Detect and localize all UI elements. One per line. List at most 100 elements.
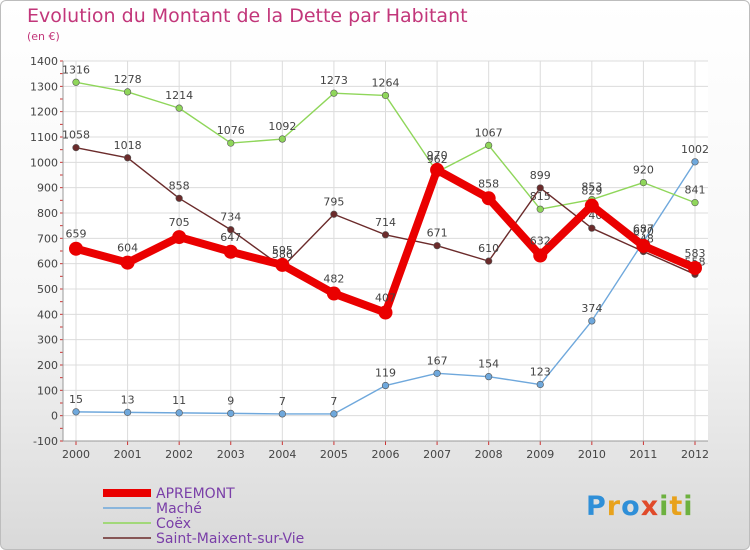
data-point (330, 89, 338, 97)
y-tick-label: 600 (37, 258, 58, 271)
data-point (688, 260, 702, 275)
data-label: 9 (227, 394, 234, 407)
data-label: 583 (685, 247, 706, 260)
data-label: 1018 (114, 139, 142, 152)
data-label: 482 (323, 273, 344, 286)
data-label: 604 (117, 242, 138, 255)
data-label: 1316 (62, 63, 90, 76)
data-label: 119 (375, 367, 396, 380)
data-label: 11 (172, 394, 186, 407)
data-point (278, 135, 286, 143)
data-label: 407 (375, 292, 396, 305)
y-tick-label: 400 (37, 308, 58, 321)
data-point (536, 205, 544, 213)
data-label: 586 (272, 248, 293, 261)
x-tick-label: 2003 (217, 448, 245, 461)
data-point (278, 410, 286, 418)
data-point (636, 238, 651, 253)
data-label: 1264 (372, 76, 400, 89)
legend-label: APREMONT (156, 486, 235, 502)
chart-title: Evolution du Montant de la Dette par Hab… (27, 5, 468, 27)
data-label: 962 (427, 153, 448, 166)
data-point (381, 231, 390, 239)
data-point (175, 104, 183, 112)
data-label: 795 (323, 195, 344, 208)
data-point (175, 409, 183, 417)
y-tick-label: 1000 (30, 156, 58, 169)
data-point (330, 410, 338, 418)
legend-label: Saint-Maixent-sur-Vie (156, 531, 304, 547)
x-tick-label: 2008 (475, 448, 503, 461)
data-point (588, 317, 596, 325)
y-tick-label: 0 (51, 410, 58, 423)
data-label: 15 (69, 393, 83, 406)
legend-label: Coëx (156, 516, 191, 532)
data-label: 1092 (268, 120, 296, 133)
data-label: 374 (581, 302, 602, 315)
chart-unit: (en €) (27, 30, 60, 43)
data-label: 705 (169, 216, 190, 229)
y-tick-label: 1100 (30, 131, 58, 144)
data-point (584, 198, 599, 213)
data-point (485, 257, 493, 265)
x-tick-label: 2004 (268, 448, 296, 461)
data-point (533, 248, 548, 263)
data-label: 671 (427, 227, 448, 240)
data-label: 1002 (681, 143, 709, 156)
x-tick-label: 2010 (578, 448, 606, 461)
proxiti-logo: Proxiti (586, 491, 694, 522)
data-label: 858 (478, 177, 499, 190)
data-label: 970 (427, 149, 448, 162)
x-tick-label: 2000 (62, 448, 90, 461)
y-tick-label: 1200 (30, 106, 58, 119)
data-label: 1058 (62, 129, 90, 142)
data-point (588, 224, 596, 232)
x-tick-label: 2005 (320, 448, 348, 461)
data-point (378, 305, 393, 320)
data-label: 647 (220, 231, 241, 244)
x-tick-label: 2007 (423, 448, 451, 461)
data-point (485, 141, 493, 149)
y-tick-label: -100 (33, 435, 58, 448)
data-label: 1278 (114, 73, 142, 86)
data-label: 829 (581, 185, 602, 198)
data-point (175, 194, 183, 202)
data-point (433, 242, 441, 250)
data-label: 714 (375, 216, 396, 229)
data-point (227, 226, 235, 234)
data-label: 1076 (217, 124, 245, 137)
data-label: 670 (633, 225, 654, 238)
x-tick-label: 2001 (114, 448, 142, 461)
y-tick-label: 200 (37, 359, 58, 372)
data-label: 841 (685, 184, 706, 197)
data-point (639, 179, 648, 187)
y-tick-label: 900 (37, 182, 58, 195)
data-point (691, 199, 699, 207)
y-tick-label: 100 (37, 384, 58, 397)
data-point (72, 144, 80, 152)
x-tick-label: 2002 (165, 448, 193, 461)
data-label: 920 (633, 164, 654, 177)
data-label: 610 (478, 242, 499, 255)
data-label: 815 (530, 190, 551, 203)
legend-label: Maché (156, 501, 202, 517)
data-point (481, 191, 496, 206)
data-label: 858 (169, 179, 190, 192)
data-point (433, 369, 441, 377)
data-label: 13 (121, 393, 135, 406)
data-point (330, 210, 338, 218)
data-label: 687 (633, 223, 654, 236)
data-label: 7 (279, 395, 286, 408)
data-label: 595 (272, 244, 293, 257)
data-point (381, 381, 390, 390)
data-point (69, 241, 83, 256)
data-label: 154 (478, 358, 499, 371)
data-point (120, 255, 135, 270)
data-point (227, 409, 235, 417)
x-tick-label: 2009 (526, 448, 554, 461)
x-tick-label: 2006 (372, 448, 400, 461)
data-label: 7 (330, 395, 337, 408)
data-point (123, 88, 132, 96)
